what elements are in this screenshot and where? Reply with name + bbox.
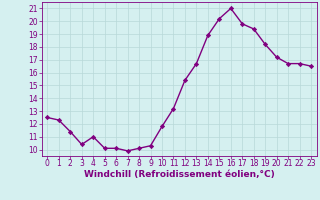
- X-axis label: Windchill (Refroidissement éolien,°C): Windchill (Refroidissement éolien,°C): [84, 170, 275, 179]
